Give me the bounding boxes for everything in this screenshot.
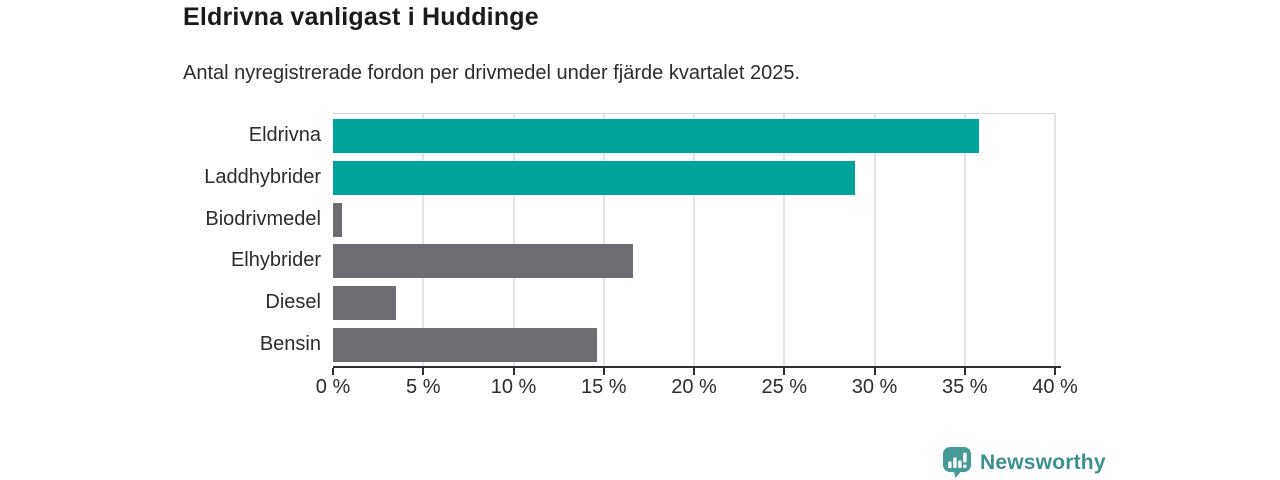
gridline: [422, 114, 425, 368]
x-tick: [512, 368, 515, 375]
bar-laddhybrider: [333, 161, 855, 195]
bar-bensin: [333, 328, 597, 362]
bar-elhybrider: [333, 244, 633, 278]
x-tick-label: 5 %: [406, 376, 441, 398]
bar-diesel: [333, 286, 397, 320]
category-label-diesel: Diesel: [265, 291, 321, 313]
x-tick: [693, 368, 695, 375]
x-tick-label: 40 %: [1032, 376, 1078, 398]
x-tick-label: 25 %: [761, 376, 808, 398]
newsworthy-logo[interactable]: Newsworthy: [942, 446, 1106, 479]
bar-biodrivmedel: [333, 203, 343, 237]
gridline: [602, 114, 605, 368]
bar-eldrivna: [333, 119, 980, 153]
gridline: [1054, 114, 1056, 368]
chart-title: Eldrivna vanligast i Huddinge: [183, 3, 539, 31]
newsworthy-logo-text: Newsworthy: [980, 450, 1106, 474]
plot-area: [333, 113, 1056, 368]
x-tick: [873, 368, 876, 375]
gridline: [873, 114, 876, 368]
x-tick: [332, 368, 334, 375]
gridline: [963, 114, 966, 368]
category-label-laddhybrider: Laddhybrider: [204, 166, 321, 188]
newsworthy-chart-bubble-icon: [943, 447, 971, 478]
x-tick-label: 0 %: [315, 376, 351, 398]
x-tick-label: 35 %: [941, 376, 988, 398]
x-tick: [602, 368, 605, 375]
x-tick: [783, 368, 786, 375]
x-tick: [963, 368, 966, 375]
category-label-biodrivmedel: Biodrivmedel: [205, 208, 321, 230]
category-label-bensin: Bensin: [259, 333, 321, 355]
x-tick-label: 20 %: [671, 376, 717, 398]
chart-subtitle: Antal nyregistrerade fordon per drivmede…: [183, 62, 801, 84]
x-tick-label: 15 %: [580, 376, 627, 398]
gridline: [512, 114, 515, 368]
x-tick-label: 30 %: [851, 376, 898, 398]
x-tick: [422, 368, 425, 375]
gridline: [693, 114, 695, 368]
x-axis-line: [333, 366, 1061, 368]
x-tick: [1054, 368, 1056, 375]
gridline: [783, 114, 786, 368]
category-label-eldrivna: Eldrivna: [248, 124, 321, 146]
x-tick-label: 10 %: [490, 376, 537, 398]
category-label-elhybrider: Elhybrider: [230, 249, 321, 271]
